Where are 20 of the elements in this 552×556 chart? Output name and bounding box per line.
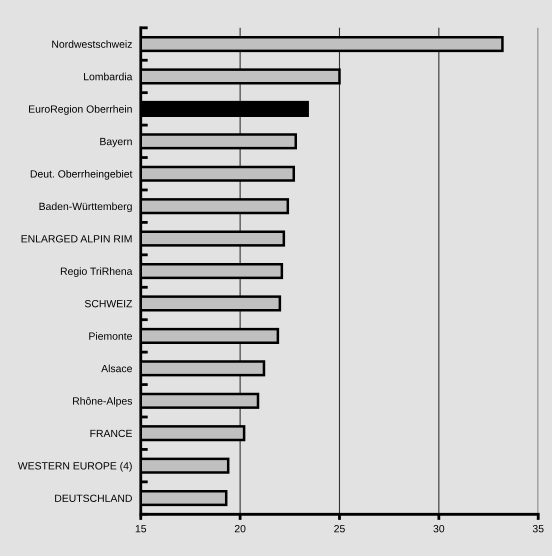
y-tick-label: Rhône-Alpes [73,396,132,407]
y-tick-label: EuroRegion Oberrhein [29,105,132,115]
y-tick-label: Lombardia [84,72,132,80]
x-tick-label: 35 [532,524,544,532]
y-tick-label: WESTERN EUROPE (4) [18,462,132,472]
y-tick-label: Alsace [101,364,132,372]
y-tick-label: DEUTSCHLAND [55,494,132,502]
y-tick-label: Regio TriRhena [60,267,132,277]
y-tick-label: Bayern [100,138,132,148]
y-tick-label: Baden-Württemberg [39,202,132,212]
y-tick-label: Deut. Oberrheingebiet [30,170,132,180]
x-tick-label: 30 [433,524,444,532]
y-tick-label: FRANCE [90,430,132,438]
y-tick-label: Piemonte [89,332,132,340]
x-tick-label: 15 [136,525,146,532]
y-tick-label: Nordwestschweiz [52,40,132,48]
x-tick-label: 20 [234,524,246,532]
y-tick-label: ENLARGED ALPIN RIM [22,235,132,242]
y-tick-label: SCHWEIZ [84,300,132,308]
x-tick-label: 25 [334,524,345,532]
